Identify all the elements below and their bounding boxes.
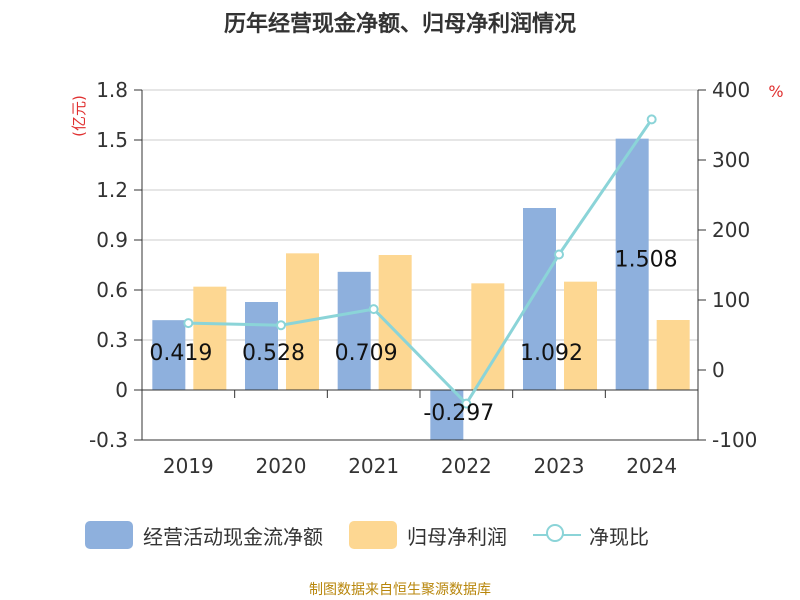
point-cash-ratio: [276, 320, 286, 331]
bar-net-profit: [378, 255, 412, 390]
legend-label-net-profit: 归母净利润: [407, 524, 507, 549]
y-left-unit: (亿元): [70, 95, 88, 137]
data-label-operating-cashflow: 0.528: [242, 341, 305, 366]
y-left-tick-label: 1.5: [96, 128, 128, 152]
x-tick-label: 2021: [348, 454, 399, 478]
legend-swatch-cash-ratio: [533, 521, 581, 549]
y-left-tick-label: 0.9: [96, 228, 128, 252]
legend-label-cash-ratio: 净现比: [589, 524, 649, 549]
bar-operating-cashflow: [430, 390, 464, 440]
point-cash-ratio: [554, 249, 564, 260]
bar-operating-cashflow: [245, 302, 278, 390]
point-cash-ratio: [368, 304, 379, 315]
legend-item-net-profit[interactable]: 归母净利润: [349, 521, 507, 550]
x-tick-label: 2019: [163, 454, 214, 478]
bar-operating-cashflow: [337, 271, 371, 390]
legend-swatch-net-profit: [349, 521, 397, 549]
data-label-operating-cashflow: 1.508: [615, 248, 678, 273]
legend-swatch-operating-cashflow: [85, 521, 133, 549]
bar-operating-cashflow: [615, 138, 649, 390]
legend: 经营活动现金流净额 归母净利润 净现比: [85, 520, 675, 550]
data-label-operating-cashflow: 1.092: [520, 341, 583, 366]
bar-net-profit: [193, 286, 227, 390]
y-left-tick-label: 0: [115, 378, 128, 402]
legend-label-operating-cashflow: 经营活动现金流净额: [143, 524, 323, 549]
y-right-tick-label: 300: [712, 148, 750, 172]
point-cash-ratio: [646, 114, 657, 125]
legend-item-operating-cashflow[interactable]: 经营活动现金流净额: [85, 521, 323, 550]
y-right-tick-label: 100: [712, 288, 750, 312]
x-tick-label: 2024: [626, 454, 677, 478]
y-left-tick-label: 1.2: [96, 178, 128, 202]
y-right-tick-label: -100: [712, 428, 757, 452]
bar-operating-cashflow: [523, 208, 556, 390]
x-tick-label: 2022: [441, 454, 492, 478]
point-cash-ratio: [183, 318, 194, 329]
data-label-operating-cashflow: 0.709: [335, 341, 398, 366]
bar-operating-cashflow: [152, 320, 186, 390]
point-cash-ratio: [461, 398, 472, 409]
bar-net-profit: [656, 320, 690, 390]
line-cash-ratio: [188, 118, 653, 407]
legend-item-cash-ratio[interactable]: 净现比: [533, 521, 649, 550]
y-left-tick-label: 0.3: [96, 328, 128, 352]
y-left-tick-label: -0.3: [89, 428, 128, 452]
y-left-tick-label: 1.8: [96, 78, 128, 102]
y-right-tick-label: 400: [712, 78, 750, 102]
x-tick-label: 2023: [534, 454, 585, 478]
bar-net-profit: [564, 281, 597, 390]
x-tick-label: 2020: [256, 454, 307, 478]
chart-title: 历年经营现金净额、归母净利润情况: [223, 12, 576, 37]
bar-net-profit: [471, 283, 505, 390]
data-label-operating-cashflow: -0.297: [423, 401, 494, 426]
y-right-tick-label: 200: [712, 218, 750, 242]
y-right-tick-label: 0: [712, 358, 725, 382]
y-right-unit: %: [768, 82, 783, 101]
data-source: 制图数据来自恒生聚源数据库: [309, 582, 491, 598]
y-left-tick-label: 0.6: [96, 278, 128, 302]
data-label-operating-cashflow: 0.419: [149, 341, 212, 366]
